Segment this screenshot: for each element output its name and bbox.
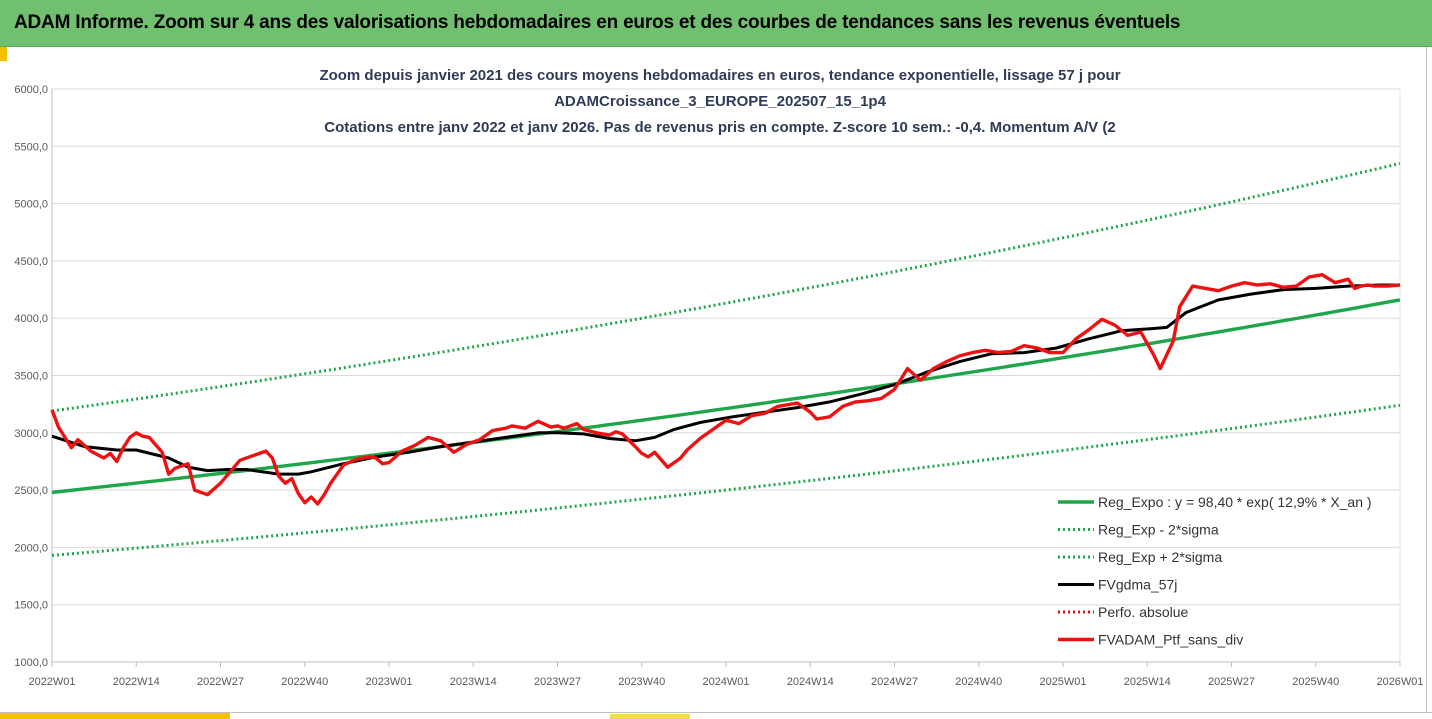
x-tick-label: 2023W27 bbox=[534, 676, 581, 688]
y-tick-label: 5500,0 bbox=[14, 141, 48, 153]
y-tick-label: 5000,0 bbox=[14, 199, 48, 211]
series-line-4 bbox=[51, 283, 1400, 476]
legend-entry: FVADAM_Ptf_sans_div bbox=[1098, 632, 1243, 648]
chart-title-line-2: ADAMCroissance_3_EUROPE_202507_15_1p4 bbox=[554, 93, 887, 110]
x-tick-label: 2024W01 bbox=[702, 676, 749, 688]
y-tick-label: 3000,0 bbox=[14, 428, 48, 440]
legend-entry: Perfo. absolue bbox=[1098, 604, 1188, 620]
chart-title: Zoom depuis janvier 2021 des cours moyen… bbox=[319, 67, 1120, 136]
y-tick-label: 6000,0 bbox=[14, 84, 48, 96]
accent-bar-bottom bbox=[0, 712, 230, 719]
x-tick-label: 2022W01 bbox=[28, 676, 75, 688]
x-tick-label: 2024W40 bbox=[955, 676, 1002, 688]
report-title: ADAM Informe. Zoom sur 4 ans des valoris… bbox=[14, 12, 1181, 33]
y-tick-label: 2000,0 bbox=[14, 542, 48, 554]
x-tick-label: 2022W14 bbox=[113, 676, 160, 688]
y-tick-label: 1000,0 bbox=[14, 657, 48, 669]
accent-bar-left bbox=[0, 47, 7, 61]
x-tick-label: 2022W27 bbox=[197, 676, 244, 688]
chart-area: Zoom depuis janvier 2021 des cours moyen… bbox=[14, 67, 1423, 688]
x-tick-label: 2022W40 bbox=[281, 676, 328, 688]
axes: 1000,0 1500,0 2000,0 2500,0 3000,0 3500,0 4000… bbox=[14, 84, 1423, 688]
y-tick-label: 4000,0 bbox=[14, 313, 48, 325]
legend-entry: Reg_Exp + 2*sigma bbox=[1098, 549, 1222, 565]
accent-bar-bottom-2 bbox=[610, 714, 690, 719]
series-line-1 bbox=[51, 298, 1401, 495]
y-tick-label: 1500,0 bbox=[14, 600, 48, 612]
gridlines bbox=[52, 88, 1400, 663]
x-tick-label: 2025W01 bbox=[1039, 676, 1086, 688]
x-tick-label: 2026W01 bbox=[1376, 676, 1423, 688]
x-tick-label: 2023W01 bbox=[365, 676, 412, 688]
x-tick-label: 2025W14 bbox=[1124, 676, 1171, 688]
x-tick-label: 2023W14 bbox=[450, 676, 497, 688]
frame-bottom-border bbox=[0, 712, 1432, 713]
series-line-6 bbox=[50, 273, 1401, 506]
x-tick-label: 2024W14 bbox=[787, 676, 834, 688]
report-header: ADAM Informe. Zoom sur 4 ans des valoris… bbox=[0, 0, 1432, 47]
y-tick-label: 2500,0 bbox=[14, 485, 48, 497]
legend-entry: Reg_Exp - 2*sigma bbox=[1098, 522, 1219, 538]
series-line-3 bbox=[51, 162, 1401, 413]
chart-title-line-1: Zoom depuis janvier 2021 des cours moyen… bbox=[319, 67, 1120, 84]
legend-entry: FVgdma_57j bbox=[1098, 577, 1177, 593]
legend-entry: Reg_Expo : y = 98,40 * exp( 12,9% * X_an… bbox=[1098, 494, 1372, 510]
x-tick-label: 2025W27 bbox=[1208, 676, 1255, 688]
series-line-2 bbox=[51, 403, 1401, 557]
series-lines bbox=[50, 162, 1401, 557]
chart-title-line-3: Cotations entre janv 2022 et janv 2026. … bbox=[324, 119, 1115, 136]
y-tick-label: 3500,0 bbox=[14, 371, 48, 383]
x-tick-label: 2024W27 bbox=[871, 676, 918, 688]
x-tick-label: 2025W40 bbox=[1292, 676, 1339, 688]
legend: Reg_Expo : y = 98,40 * exp( 12,9% * X_an… bbox=[1058, 494, 1372, 648]
x-tick-label: 2023W40 bbox=[618, 676, 665, 688]
y-tick-label: 4500,0 bbox=[14, 256, 48, 268]
frame-right-border bbox=[1426, 47, 1427, 712]
